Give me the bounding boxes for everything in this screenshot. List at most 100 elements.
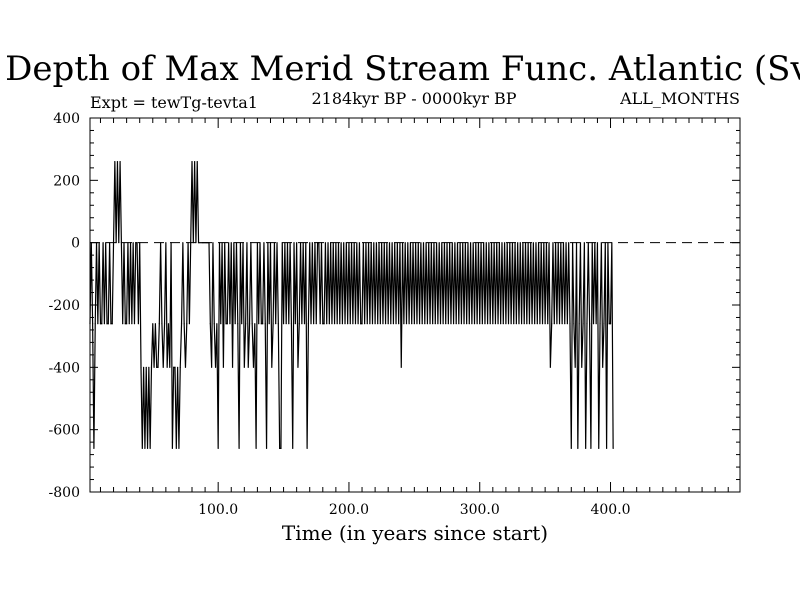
y-tick-label: 400 (53, 111, 80, 127)
data-point (562, 242, 565, 244)
data-point (489, 323, 491, 325)
data-point (239, 242, 241, 244)
data-point (354, 323, 357, 325)
data-point (462, 242, 464, 244)
data-point (267, 242, 269, 244)
data-point (201, 242, 204, 244)
data-point (225, 323, 227, 325)
data-point (558, 323, 561, 325)
data-point (183, 323, 185, 325)
data-point (422, 242, 425, 244)
y-tick-label: 0 (71, 236, 80, 252)
data-point (349, 323, 351, 325)
data-point (167, 323, 170, 325)
subtitle-left: Expt = tewTg-tevta1 (90, 93, 258, 112)
data-point (362, 242, 364, 244)
data-point (549, 366, 551, 368)
data-point (213, 323, 215, 325)
data-point (190, 242, 192, 244)
data-point (99, 323, 102, 325)
subtitle-center: 2184kyr BP - 0000kyr BP (312, 89, 517, 108)
data-point (582, 323, 584, 325)
data-point (607, 242, 609, 244)
data-point (536, 323, 538, 325)
data-point (377, 323, 379, 325)
data-point (272, 323, 274, 325)
data-point (573, 323, 575, 325)
data-point (500, 323, 502, 325)
data-point (568, 242, 570, 244)
data-point (315, 323, 317, 325)
data-point (585, 447, 587, 449)
series-line (89, 161, 614, 449)
data-point (574, 366, 576, 368)
data-point (520, 323, 523, 325)
y-tick-label: -800 (49, 485, 80, 501)
data-point (242, 242, 244, 244)
data-point (556, 323, 558, 325)
data-point (416, 323, 418, 325)
data-point (320, 242, 323, 244)
minor-ticks (90, 118, 740, 492)
data-point (107, 323, 109, 325)
data-point (374, 323, 376, 325)
data-point (490, 242, 493, 244)
data-point (386, 242, 388, 244)
data-point (378, 242, 380, 244)
data-point (260, 323, 262, 325)
data-point (352, 323, 354, 325)
data-point (135, 242, 137, 244)
data-point (285, 323, 287, 325)
data-point (612, 447, 614, 449)
data-point (564, 323, 566, 325)
data-point (224, 242, 226, 244)
data-point (466, 323, 468, 325)
x-tick-label: 400.0 (590, 502, 630, 518)
data-point (526, 323, 528, 325)
data-point (177, 366, 179, 368)
data-point (439, 323, 442, 325)
data-point (357, 323, 359, 325)
data-point (309, 242, 311, 244)
data-point (551, 323, 553, 325)
data-point (600, 242, 602, 244)
data-point (428, 242, 430, 244)
data-point (271, 366, 273, 368)
data-point (442, 323, 444, 325)
data-point (128, 323, 130, 325)
data-point (341, 323, 344, 325)
data-point (129, 242, 132, 244)
data-point (485, 242, 487, 244)
data-point (537, 242, 540, 244)
data-point (425, 242, 427, 244)
data-point (348, 242, 350, 244)
data-point (319, 323, 321, 325)
data-point (603, 323, 605, 325)
data-point (446, 242, 448, 244)
data-point (528, 323, 531, 325)
data-point (326, 323, 328, 325)
data-point (212, 242, 214, 244)
data-point (112, 242, 115, 244)
data-point (297, 366, 299, 368)
data-point (273, 242, 276, 244)
data-point (530, 242, 532, 244)
data-point (316, 242, 319, 244)
data-point (217, 447, 219, 449)
data-point (438, 242, 440, 244)
data-point (503, 242, 506, 244)
data-point (161, 323, 163, 325)
data-point (361, 323, 363, 325)
data-point (394, 242, 396, 244)
data-point (599, 323, 601, 325)
data-point (370, 242, 372, 244)
data-point (441, 242, 443, 244)
data-point (195, 242, 197, 244)
data-point (204, 242, 206, 244)
data-point (443, 242, 446, 244)
data-point (395, 323, 397, 325)
data-point (527, 242, 529, 244)
data-point (497, 323, 499, 325)
data-point (139, 242, 141, 244)
